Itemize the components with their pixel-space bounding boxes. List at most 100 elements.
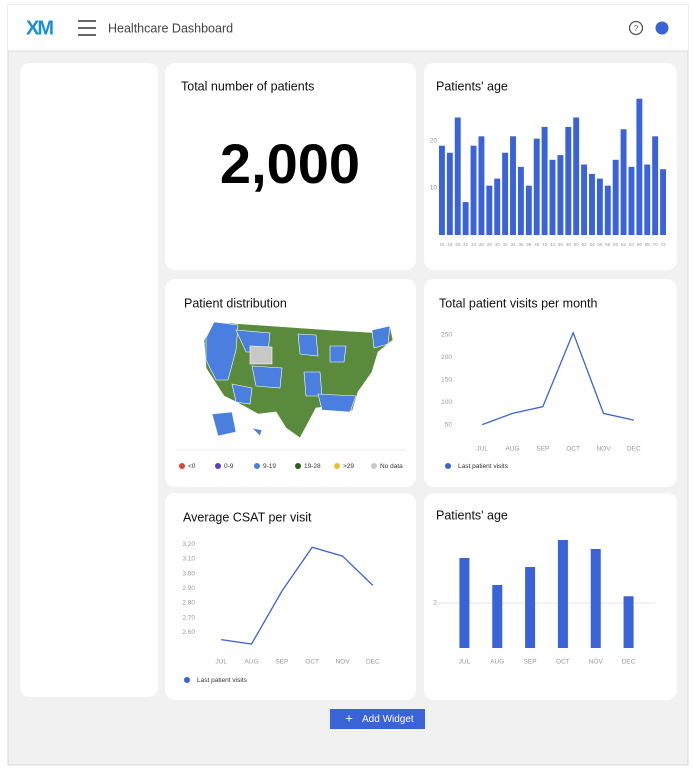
bar bbox=[470, 145, 477, 235]
widget-card bbox=[165, 63, 416, 270]
x-tick-label: 46 bbox=[558, 242, 564, 247]
x-tick-label: NOV bbox=[596, 446, 611, 453]
widget-title: Average CSAT per visit bbox=[183, 510, 312, 524]
y-tick-label: 250 bbox=[441, 332, 452, 339]
bar bbox=[517, 166, 524, 235]
x-tick-label: SEP bbox=[524, 659, 537, 666]
x-tick-label: AUG bbox=[490, 659, 504, 666]
bar bbox=[478, 136, 485, 235]
x-tick-label: JUL bbox=[459, 659, 471, 666]
bar bbox=[636, 98, 643, 235]
add-widget-button[interactable] bbox=[330, 709, 425, 729]
x-tick-label: DEC bbox=[366, 659, 380, 666]
help-icon-glyph: ? bbox=[634, 24, 639, 33]
bar bbox=[604, 185, 611, 235]
legend-swatch bbox=[215, 463, 221, 469]
x-tick-label: 54 bbox=[589, 242, 595, 247]
bar bbox=[620, 129, 627, 235]
legend-swatch bbox=[371, 463, 377, 469]
bar bbox=[589, 173, 595, 235]
legend-label: 9-19 bbox=[263, 463, 276, 470]
widget-title: Patients' age bbox=[436, 508, 508, 522]
x-tick-label: 64 bbox=[629, 242, 635, 247]
bar bbox=[590, 549, 601, 648]
y-tick-label: 3.10 bbox=[182, 556, 195, 563]
page-title: Healthcare Dashboard bbox=[108, 21, 233, 35]
line-series bbox=[221, 546, 374, 645]
bar bbox=[525, 185, 532, 235]
plus-icon: + bbox=[345, 710, 353, 725]
bar bbox=[459, 558, 470, 648]
y-tick-label: 50 bbox=[445, 421, 453, 428]
x-tick-label: 38 bbox=[526, 242, 532, 247]
y-tick-label: 100 bbox=[441, 399, 452, 406]
bar bbox=[446, 152, 453, 235]
x-tick-label: 50 bbox=[574, 242, 580, 247]
y-tick-label: 150 bbox=[441, 377, 452, 384]
y-tick-label: 3.20 bbox=[182, 541, 195, 548]
bar bbox=[565, 126, 572, 235]
y-tick-label: 20 bbox=[430, 138, 438, 145]
y-tick-label: 2.80 bbox=[182, 600, 195, 607]
x-tick-label: 32 bbox=[503, 242, 509, 247]
x-tick-label: OCT bbox=[566, 446, 580, 453]
x-tick-label: NOV bbox=[589, 659, 604, 666]
logo[interactable]: XM bbox=[26, 17, 55, 39]
line-series bbox=[481, 330, 634, 426]
bar bbox=[541, 126, 548, 235]
widget-card bbox=[165, 493, 416, 700]
legend-label: 0-9 bbox=[224, 463, 234, 470]
x-tick-label: OCT bbox=[556, 659, 570, 666]
y-tick-label: 3.00 bbox=[182, 570, 195, 577]
x-tick-label: 70 bbox=[653, 242, 659, 247]
kpi-value: 2,000 bbox=[220, 132, 360, 195]
y-tick-label: 10 bbox=[430, 185, 438, 192]
bar bbox=[438, 145, 445, 235]
x-tick-label: 16 bbox=[439, 242, 445, 247]
widget-title: Total number of patients bbox=[181, 79, 314, 93]
legend-swatch bbox=[334, 463, 340, 469]
help-icon[interactable] bbox=[628, 20, 644, 36]
x-tick-label: 40 bbox=[534, 242, 540, 247]
x-tick-label: SEP bbox=[275, 659, 288, 666]
x-tick-label: 58 bbox=[605, 242, 611, 247]
bar bbox=[612, 159, 619, 235]
bar bbox=[486, 185, 493, 235]
x-tick-label: 22 bbox=[463, 242, 469, 247]
bar bbox=[652, 136, 659, 235]
bar bbox=[581, 164, 588, 235]
widget-title: Total patient visits per month bbox=[439, 296, 597, 310]
x-tick-label: AUG bbox=[505, 446, 519, 453]
x-tick-label: 72 bbox=[661, 242, 667, 247]
avatar[interactable] bbox=[655, 21, 669, 35]
widget-card bbox=[424, 279, 677, 487]
x-tick-label: 20 bbox=[455, 242, 461, 247]
x-tick-label: 24 bbox=[471, 242, 477, 247]
x-tick-label: NOV bbox=[335, 659, 350, 666]
x-tick-label: 48 bbox=[566, 242, 572, 247]
legend-swatch bbox=[295, 463, 301, 469]
legend-swatch bbox=[184, 677, 190, 683]
bar bbox=[502, 152, 509, 235]
legend-label: 19-28 bbox=[304, 463, 321, 470]
menu-icon[interactable] bbox=[78, 20, 96, 36]
widget-card bbox=[424, 493, 677, 700]
bar bbox=[454, 117, 461, 235]
x-tick-label: 36 bbox=[518, 242, 524, 247]
x-tick-label: 42 bbox=[542, 242, 548, 247]
y-tick-label: 2.70 bbox=[182, 614, 195, 621]
x-tick-label: AUG bbox=[244, 659, 258, 666]
x-tick-label: SEP bbox=[536, 446, 549, 453]
x-tick-label: 52 bbox=[582, 242, 588, 247]
x-tick-label: 44 bbox=[550, 242, 556, 247]
bar bbox=[628, 166, 635, 235]
bar bbox=[492, 585, 503, 648]
x-tick-label: 18 bbox=[447, 242, 453, 247]
bar bbox=[644, 164, 651, 235]
bar bbox=[510, 136, 516, 235]
bar bbox=[557, 155, 564, 235]
legend-swatch bbox=[254, 463, 260, 469]
x-tick-label: DEC bbox=[622, 659, 636, 666]
bar bbox=[462, 202, 469, 235]
